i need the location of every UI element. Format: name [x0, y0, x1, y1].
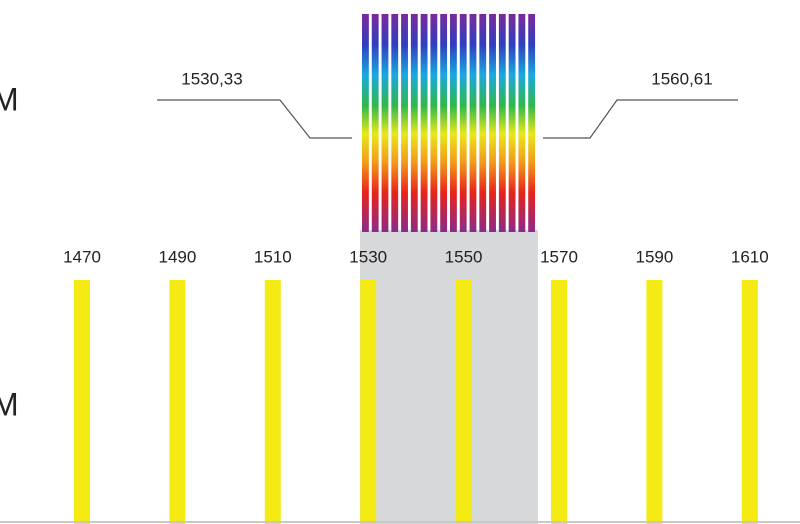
channel-label: 1490 [158, 247, 196, 266]
spectrum-stripe [489, 14, 496, 232]
spectrum-stripe [411, 14, 418, 232]
dwdm-spectrum [362, 14, 535, 232]
channel-bar [742, 280, 758, 524]
channel-label: 1550 [445, 247, 483, 266]
channel-label: 1610 [731, 247, 769, 266]
channel-bar [456, 280, 472, 524]
spectrum-stripe [509, 14, 516, 232]
channel-bar [646, 280, 662, 524]
section-label: M [0, 386, 19, 422]
spectrum-stripe [528, 14, 535, 232]
spectrum-stripe [421, 14, 428, 232]
range-start-label: 1530,33 [181, 69, 242, 88]
spectrum-stripe [460, 14, 467, 232]
spectrum-stripe [479, 14, 486, 232]
spectrum-stripe [401, 14, 408, 232]
spectrum-stripe [470, 14, 477, 232]
spectrum-stripe [518, 14, 525, 232]
spectrum-stripe [382, 14, 389, 232]
spectrum-stripe [391, 14, 398, 232]
channel-label: 1470 [63, 247, 101, 266]
wdm-diagram: 1530,33 1560,61 M M 1470 1490 1510 1530 1550… [0, 0, 800, 524]
spectrum-stripe [499, 14, 506, 232]
channel-bar [551, 280, 567, 524]
channel-label: 1570 [540, 247, 578, 266]
channel-bar [169, 280, 185, 524]
channel-label: 1530 [349, 247, 387, 266]
channel-bar [265, 280, 281, 524]
dwdm-band-shade [360, 230, 538, 524]
leader-line [543, 100, 738, 138]
channel-bar [74, 280, 90, 524]
spectrum-stripe [362, 14, 369, 232]
leader-line [157, 100, 352, 138]
range-end-label: 1560,61 [651, 69, 712, 88]
channel-label: 1590 [635, 247, 673, 266]
channel-bar [360, 280, 376, 524]
spectrum-stripe [450, 14, 457, 232]
channel-label: 1510 [254, 247, 292, 266]
section-label: M [0, 81, 19, 117]
spectrum-stripe [440, 14, 447, 232]
spectrum-stripe [372, 14, 379, 232]
spectrum-stripe [430, 14, 437, 232]
